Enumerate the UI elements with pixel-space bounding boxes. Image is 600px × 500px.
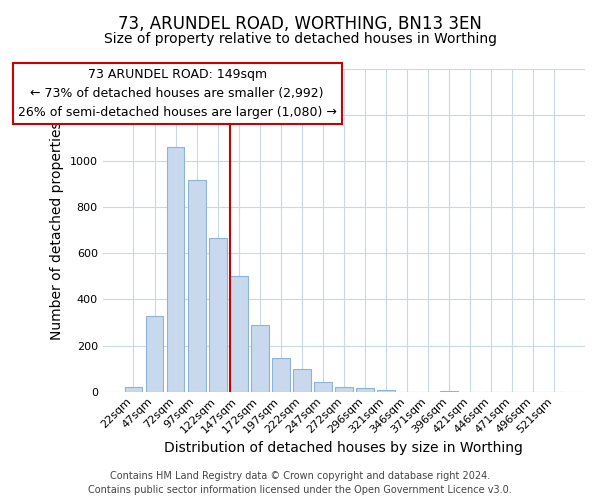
Bar xyxy=(293,368,311,392)
Bar xyxy=(377,390,395,392)
Text: 73, ARUNDEL ROAD, WORTHING, BN13 3EN: 73, ARUNDEL ROAD, WORTHING, BN13 3EN xyxy=(118,15,482,33)
Bar xyxy=(230,276,248,392)
Bar xyxy=(356,388,374,392)
Bar xyxy=(251,325,269,392)
Bar xyxy=(209,238,227,392)
Bar xyxy=(125,387,142,392)
Text: 73 ARUNDEL ROAD: 149sqm
← 73% of detached houses are smaller (2,992)
26% of semi: 73 ARUNDEL ROAD: 149sqm ← 73% of detache… xyxy=(17,68,337,120)
X-axis label: Distribution of detached houses by size in Worthing: Distribution of detached houses by size … xyxy=(164,441,523,455)
Bar xyxy=(167,148,184,392)
Bar xyxy=(335,387,353,392)
Bar xyxy=(314,382,332,392)
Text: Size of property relative to detached houses in Worthing: Size of property relative to detached ho… xyxy=(104,32,497,46)
Bar xyxy=(272,358,290,392)
Bar xyxy=(440,391,458,392)
Bar xyxy=(188,180,206,392)
Bar xyxy=(146,316,163,392)
Text: Contains HM Land Registry data © Crown copyright and database right 2024.
Contai: Contains HM Land Registry data © Crown c… xyxy=(88,471,512,495)
Y-axis label: Number of detached properties: Number of detached properties xyxy=(50,121,64,340)
